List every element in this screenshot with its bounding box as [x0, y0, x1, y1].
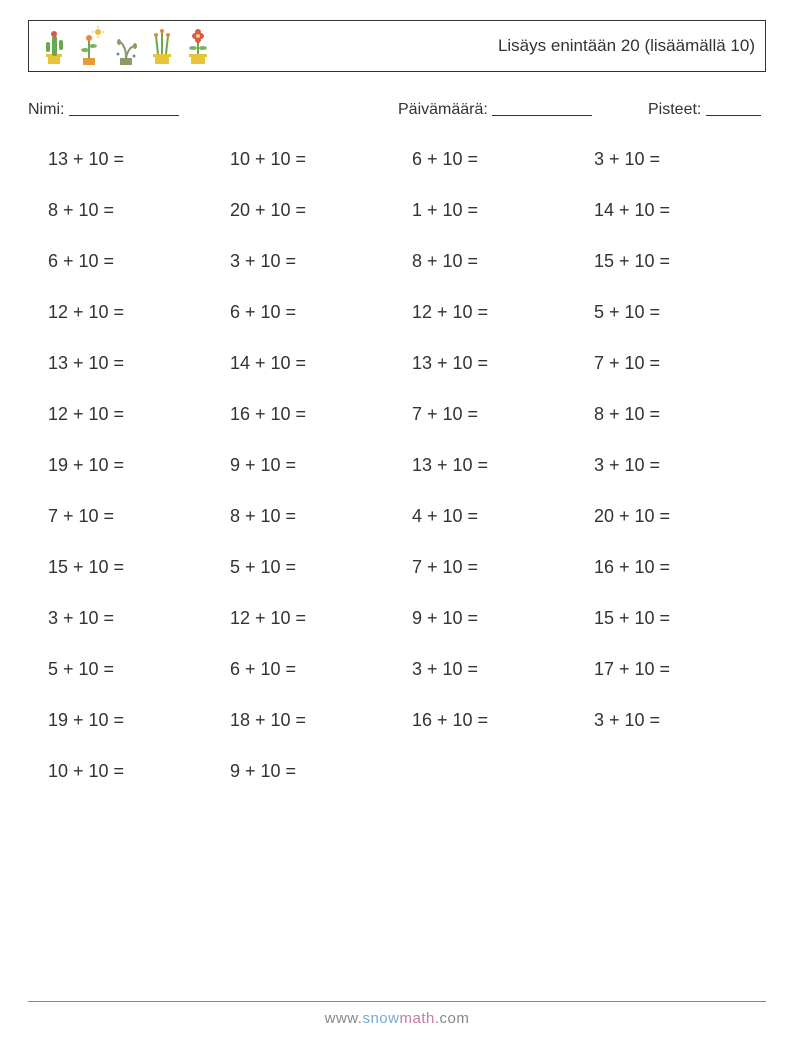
problem-cell: 20 + 10 =: [594, 506, 766, 527]
problem-cell: 10 + 10 =: [230, 149, 402, 170]
name-label: Nimi:: [28, 101, 64, 118]
sun-plant-icon: [75, 26, 105, 66]
footer-math: math: [400, 1010, 435, 1027]
problem-cell: 12 + 10 =: [412, 302, 584, 323]
problem-cell: 10 + 10 =: [48, 761, 220, 782]
problem-cell: 9 + 10 =: [230, 761, 402, 782]
date-blank[interactable]: [492, 100, 592, 116]
footer-url: www.snowmath.com: [0, 1010, 794, 1027]
problem-cell: 3 + 10 =: [412, 659, 584, 680]
problem-cell: 6 + 10 =: [230, 659, 402, 680]
problem-cell: 9 + 10 =: [230, 455, 402, 476]
problem-cell: 3 + 10 =: [48, 608, 220, 629]
problem-cell: 12 + 10 =: [48, 404, 220, 425]
problem-cell: 5 + 10 =: [48, 659, 220, 680]
problem-cell: 16 + 10 =: [230, 404, 402, 425]
score-blank[interactable]: [706, 100, 761, 116]
problem-cell: 5 + 10 =: [230, 557, 402, 578]
problem-cell: 7 + 10 =: [412, 557, 584, 578]
problem-cell: 3 + 10 =: [594, 455, 766, 476]
problem-cell: 12 + 10 =: [48, 302, 220, 323]
score-field: Pisteet:: [648, 98, 766, 119]
worksheet-title: Lisäys enintään 20 (lisäämällä 10): [498, 36, 755, 56]
problem-cell: 6 + 10 =: [412, 149, 584, 170]
problem-cell: 13 + 10 =: [412, 353, 584, 374]
footer-suffix: .com: [435, 1010, 470, 1027]
problem-cell: 13 + 10 =: [412, 455, 584, 476]
problem-cell: 15 + 10 =: [48, 557, 220, 578]
problem-cell: 7 + 10 =: [594, 353, 766, 374]
name-field: Nimi:: [28, 98, 398, 119]
problem-cell: 16 + 10 =: [594, 557, 766, 578]
problem-cell: 5 + 10 =: [594, 302, 766, 323]
date-label: Päivämäärä:: [398, 101, 488, 118]
problem-cell: 19 + 10 =: [48, 710, 220, 731]
problem-cell: 14 + 10 =: [230, 353, 402, 374]
problem-cell: 6 + 10 =: [230, 302, 402, 323]
footer-prefix: www.: [325, 1010, 363, 1027]
problem-cell: 13 + 10 =: [48, 149, 220, 170]
name-blank[interactable]: [69, 100, 179, 116]
header-box: Lisäys enintään 20 (lisäämällä 10): [28, 20, 766, 72]
cactus-icon: [39, 26, 69, 66]
problem-cell: 9 + 10 =: [412, 608, 584, 629]
problem-cell: 8 + 10 =: [48, 200, 220, 221]
plant-icons-row: [39, 26, 213, 66]
flower-pot-icon: [183, 26, 213, 66]
problem-cell: 15 + 10 =: [594, 251, 766, 272]
problem-cell: 18 + 10 =: [230, 710, 402, 731]
problem-cell: 17 + 10 =: [594, 659, 766, 680]
problem-cell: 16 + 10 =: [412, 710, 584, 731]
problem-cell: 19 + 10 =: [48, 455, 220, 476]
problems-grid: 13 + 10 = 10 + 10 = 6 + 10 = 3 + 10 = 8 + 10…: [28, 149, 766, 782]
problem-cell: 20 + 10 =: [230, 200, 402, 221]
problem-cell: 3 + 10 =: [594, 149, 766, 170]
problem-cell: 15 + 10 =: [594, 608, 766, 629]
problem-cell: 8 + 10 =: [412, 251, 584, 272]
problem-cell: 14 + 10 =: [594, 200, 766, 221]
problem-cell: 13 + 10 =: [48, 353, 220, 374]
footer-divider: [28, 1001, 766, 1002]
score-label: Pisteet:: [648, 101, 701, 118]
problem-cell: 3 + 10 =: [594, 710, 766, 731]
date-field: Päivämäärä:: [398, 98, 648, 119]
problem-cell: 8 + 10 =: [594, 404, 766, 425]
problem-cell: 7 + 10 =: [48, 506, 220, 527]
problem-cell: 12 + 10 =: [230, 608, 402, 629]
footer-snow: snow: [362, 1010, 399, 1027]
problem-cell: 8 + 10 =: [230, 506, 402, 527]
info-row: Nimi: Päivämäärä: Pisteet:: [28, 98, 766, 119]
problem-cell: 6 + 10 =: [48, 251, 220, 272]
problem-cell: 7 + 10 =: [412, 404, 584, 425]
grass-pot-icon: [147, 26, 177, 66]
problem-cell: 1 + 10 =: [412, 200, 584, 221]
problem-cell: 4 + 10 =: [412, 506, 584, 527]
footer: www.snowmath.com: [0, 1001, 794, 1027]
wilting-plant-icon: [111, 26, 141, 66]
problem-cell: 3 + 10 =: [230, 251, 402, 272]
